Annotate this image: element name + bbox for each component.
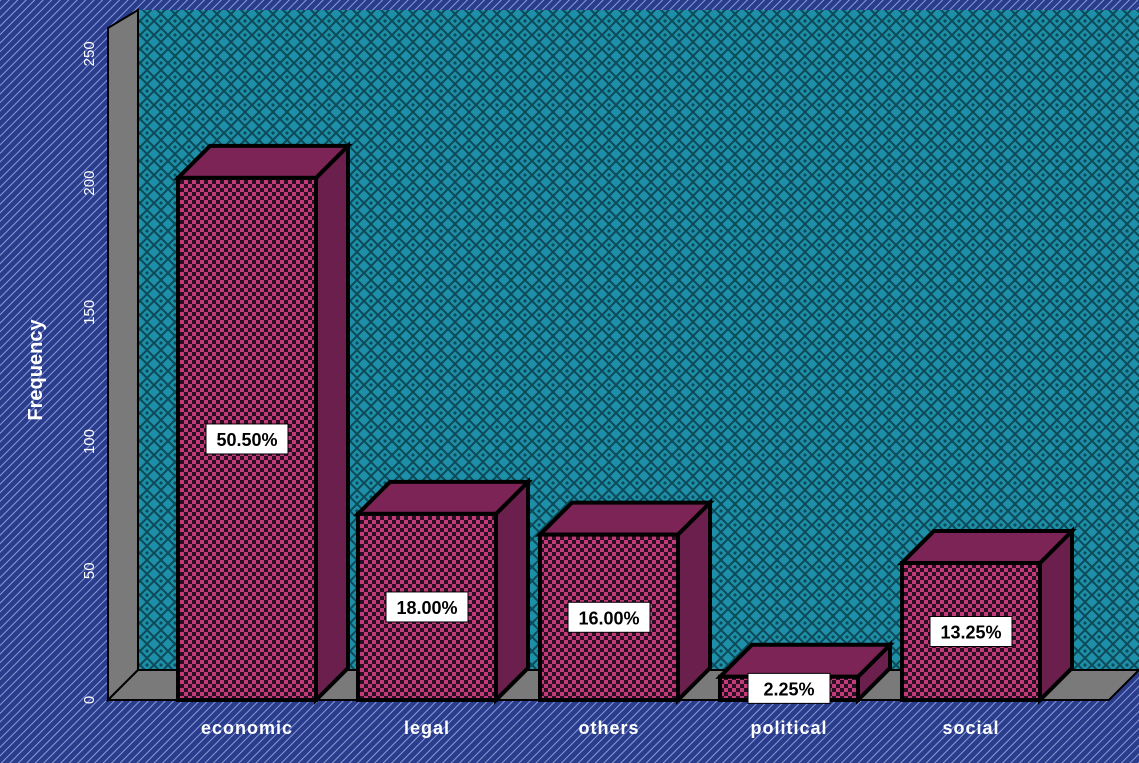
x-category-label: social (942, 718, 999, 738)
data-label: 13.25% (940, 623, 1001, 643)
data-label: 50.50% (216, 430, 277, 450)
data-label-box (385, 591, 469, 623)
bar-top-face (535, 500, 715, 537)
bar-economic: 50.50% (173, 141, 353, 705)
back-wall (107, 8, 139, 703)
bar-top-face (897, 529, 1077, 566)
x-axis-categories: economic legal others political social (201, 718, 999, 738)
bar-others: 16.00% (535, 497, 715, 705)
data-label-box (205, 423, 289, 455)
y-axis-ticks: 0 50 100 150 200 250 (81, 41, 98, 704)
bar-social: 13.25% (897, 526, 1077, 705)
bar-side-face (314, 141, 350, 705)
data-label: 2.25% (763, 679, 814, 699)
bar-front-face (538, 532, 680, 702)
y-tick-label: 0 (81, 696, 98, 704)
bar-top-face (173, 143, 353, 180)
data-label-box (929, 616, 1013, 648)
bar-legal: 18.00% (353, 477, 533, 705)
bars-group: 50.50% 18.00% 16.00% 2.25% 13.25% (173, 141, 1077, 705)
y-tick-label: 50 (81, 562, 98, 579)
data-label-box (747, 672, 831, 704)
data-label-box (567, 601, 651, 633)
bar-top-face (715, 642, 895, 679)
y-tick-label: 150 (81, 300, 98, 325)
data-label: 16.00% (578, 608, 639, 628)
y-tick-label: 250 (81, 41, 98, 66)
x-category-label: legal (404, 718, 450, 738)
bar-side-face (494, 477, 530, 705)
bar-top-face (353, 479, 533, 516)
x-category-label: political (750, 718, 827, 738)
data-label: 18.00% (396, 598, 457, 618)
x-category-label: economic (201, 718, 293, 738)
x-category-label: others (578, 718, 639, 738)
y-tick-label: 200 (81, 171, 98, 196)
y-tick-label: 100 (81, 429, 98, 454)
y-axis-label: Frequency (25, 319, 47, 421)
bar-political: 2.25% (715, 639, 895, 705)
